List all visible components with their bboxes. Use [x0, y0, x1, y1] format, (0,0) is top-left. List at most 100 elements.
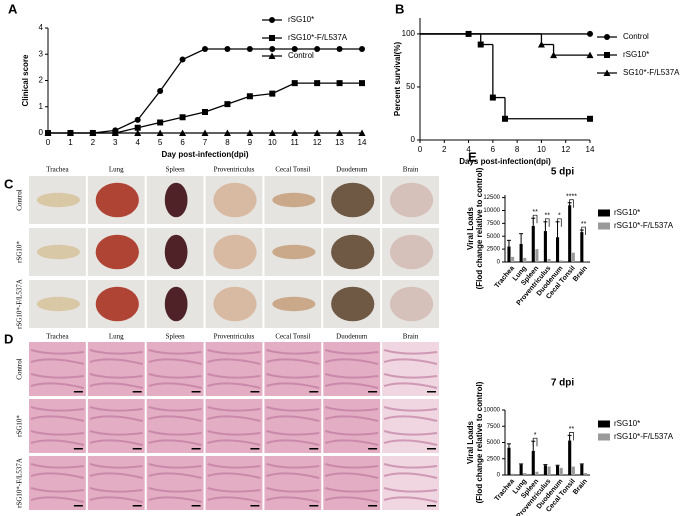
y-tick-label: 1	[39, 102, 44, 111]
tissue	[324, 430, 379, 436]
bar	[531, 450, 535, 475]
bar	[571, 252, 575, 262]
tissue	[89, 463, 143, 469]
tissue	[89, 487, 143, 493]
x-tick-label: 8	[225, 138, 230, 147]
x-tick-label: 8	[515, 145, 520, 154]
tissue	[89, 430, 143, 436]
column-header: Trachea	[46, 333, 69, 341]
scale-bar	[191, 391, 201, 393]
legend-marker	[268, 52, 276, 59]
tissue	[148, 406, 202, 412]
scale-bar	[132, 505, 142, 507]
significance-label: **	[532, 209, 538, 216]
organ	[95, 182, 139, 218]
scale-bar	[73, 448, 83, 450]
tissue	[207, 406, 261, 412]
bar	[519, 464, 523, 475]
point	[223, 129, 231, 136]
organ	[36, 192, 81, 208]
point	[291, 46, 298, 52]
y-tick-label: 100	[402, 29, 416, 38]
row-label: rSG10*-F/L537A	[16, 458, 24, 508]
organ	[389, 234, 434, 270]
point	[156, 129, 164, 136]
organ	[331, 182, 375, 218]
point	[89, 129, 97, 136]
significance-label: *	[534, 432, 537, 439]
significance-bracket	[569, 199, 574, 208]
tissue	[383, 415, 438, 422]
organ	[331, 234, 375, 270]
column-header: Proventriculus	[214, 333, 255, 341]
column-header: Proventriculus	[214, 166, 255, 174]
legend-marker	[269, 17, 275, 23]
tissue	[207, 415, 261, 422]
organ	[213, 286, 257, 322]
micrograph	[146, 399, 204, 453]
point	[358, 129, 366, 136]
tissue	[148, 487, 202, 493]
bar	[547, 466, 551, 475]
tissue	[30, 349, 84, 355]
scale-bar	[427, 505, 436, 507]
tissue	[383, 463, 438, 469]
point	[202, 46, 208, 52]
tissue	[148, 496, 202, 503]
tissue	[383, 439, 438, 446]
point	[550, 51, 558, 59]
x-tick-label: 13	[335, 138, 344, 147]
tissue	[207, 496, 261, 503]
scale-bar	[191, 505, 201, 507]
x-tick-label: 3	[113, 138, 118, 147]
y-tick-label: 2	[39, 76, 44, 85]
point	[202, 109, 208, 115]
micrograph	[87, 399, 145, 453]
micrograph	[382, 456, 439, 510]
y-tick-label: 4	[39, 23, 44, 32]
bar	[568, 205, 572, 262]
tissue	[324, 472, 379, 479]
point	[314, 80, 321, 87]
tissue	[266, 406, 320, 412]
series-line	[48, 48, 362, 134]
bar	[568, 440, 572, 475]
y-tick-label: 7500	[487, 424, 501, 430]
micrograph	[323, 456, 381, 510]
y-tick-label: 10000	[483, 408, 500, 414]
y-tick-label: 0	[497, 473, 501, 479]
y-tick-label: 2500	[487, 456, 501, 462]
bar	[519, 243, 523, 262]
x-axis-label: Days post-infection(dpi)	[459, 157, 551, 166]
bar	[535, 249, 539, 262]
tissue	[207, 373, 261, 379]
legend-label: rSG10*	[623, 50, 649, 59]
micrograph	[29, 399, 86, 453]
legend-label: rSG10*	[614, 208, 640, 217]
organ	[95, 286, 139, 322]
bar	[543, 465, 547, 475]
point	[291, 80, 298, 87]
point	[269, 90, 276, 97]
x-tick-label: 2	[442, 145, 447, 154]
significance-bracket	[532, 214, 538, 224]
x-tick-label: 7	[203, 138, 208, 147]
micrograph	[205, 399, 263, 453]
x-tick-label: 6	[491, 145, 496, 154]
significance-bracket	[544, 218, 550, 227]
tissue	[383, 496, 438, 503]
bar	[523, 473, 527, 475]
point	[179, 114, 186, 121]
tissue	[324, 382, 379, 389]
tissue	[89, 373, 143, 379]
point	[587, 115, 593, 122]
organ	[213, 182, 257, 218]
tissue	[89, 358, 143, 365]
tissue	[148, 415, 202, 422]
tissue	[148, 349, 202, 355]
tissue	[383, 406, 438, 412]
micrograph	[29, 342, 86, 396]
significance-label: **	[569, 426, 575, 433]
column-header: Cecal Tonsil	[275, 333, 310, 341]
point	[224, 46, 231, 52]
